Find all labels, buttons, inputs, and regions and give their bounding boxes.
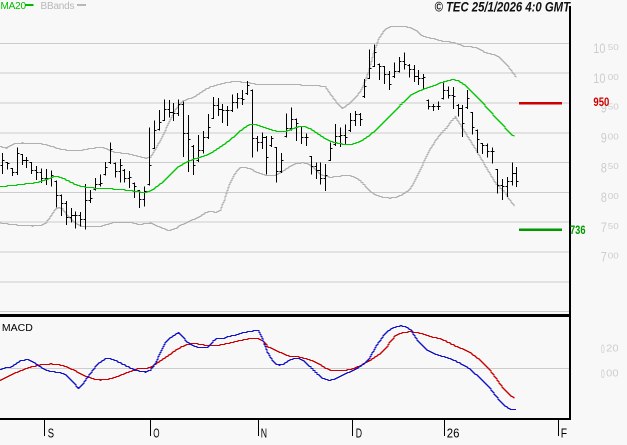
svg-text:© TEC 25/1/2026 4:0 GMT: © TEC 25/1/2026 4:0 GMT (435, 0, 572, 15)
svg-text:20: 20 (606, 343, 619, 354)
svg-text:00: 00 (608, 131, 619, 141)
svg-text:00: 00 (608, 72, 619, 82)
svg-text:BBands: BBands (41, 1, 75, 12)
svg-text:S: S (48, 426, 55, 440)
svg-text:9: 9 (601, 131, 607, 146)
svg-text:00: 00 (608, 191, 619, 201)
svg-text:D: D (356, 426, 362, 440)
svg-text:50: 50 (608, 161, 619, 171)
svg-text:00: 00 (606, 368, 619, 379)
svg-text:9: 9 (601, 101, 607, 116)
svg-text:50: 50 (608, 221, 619, 231)
svg-text:10: 10 (593, 41, 605, 56)
svg-text:50: 50 (608, 42, 619, 52)
svg-text:8: 8 (601, 190, 607, 205)
svg-text:950: 950 (593, 97, 609, 109)
svg-text:0: 0 (601, 344, 605, 356)
svg-text:N: N (261, 426, 267, 440)
svg-text:00: 00 (608, 251, 619, 261)
svg-text:7: 7 (601, 220, 607, 235)
svg-text:736: 736 (570, 223, 586, 237)
svg-text:8: 8 (601, 160, 607, 175)
svg-text:10: 10 (593, 71, 605, 86)
svg-text:MA20: MA20 (1, 1, 27, 12)
svg-text:0: 0 (601, 369, 605, 381)
svg-text:7: 7 (601, 250, 607, 265)
svg-text:26: 26 (447, 426, 460, 440)
svg-text:50: 50 (608, 102, 619, 112)
svg-text:F: F (561, 426, 567, 440)
svg-text:MACD: MACD (2, 322, 33, 334)
svg-text:O: O (153, 426, 159, 440)
